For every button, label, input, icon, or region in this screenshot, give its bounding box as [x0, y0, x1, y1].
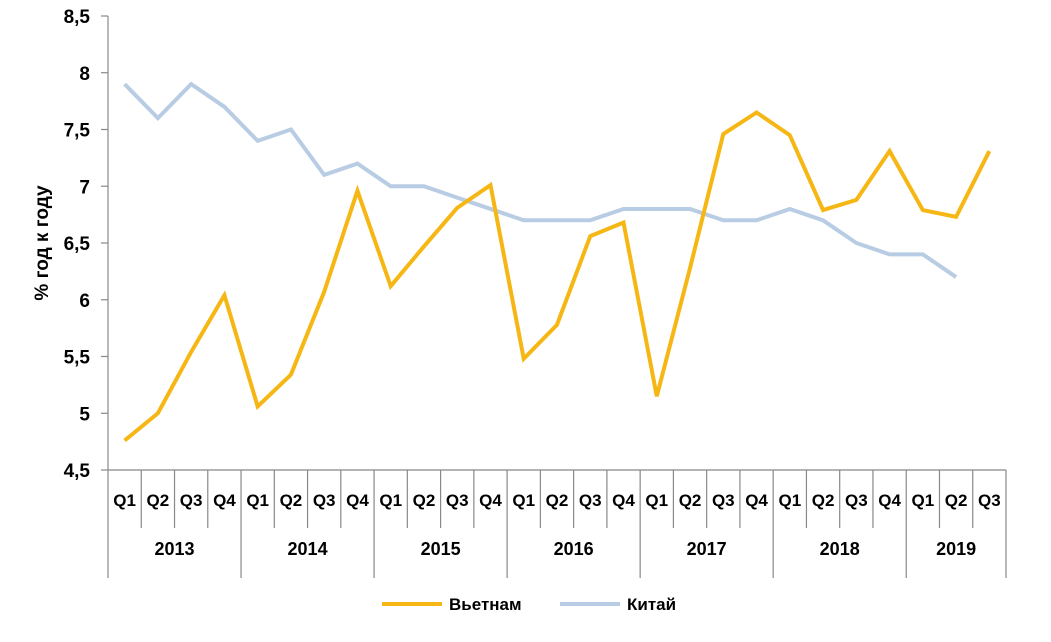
x-tick-label: Q3	[180, 491, 203, 510]
x-tick-label: Q1	[379, 491, 402, 510]
y-tick-label: 8	[79, 64, 90, 85]
x-tick-label: Q1	[512, 491, 535, 510]
x-tick-label: Q2	[945, 491, 968, 510]
x-tick-label: Q4	[346, 491, 369, 510]
x-group-label: 2016	[554, 539, 594, 559]
y-tick-label: 6,5	[64, 234, 91, 255]
x-tick-label: Q4	[213, 491, 236, 510]
x-group-label: 2019	[936, 539, 976, 559]
legend-label: Китай	[627, 595, 676, 614]
x-tick-label: Q4	[878, 491, 901, 510]
x-group-label: 2018	[820, 539, 860, 559]
x-tick-label: Q2	[280, 491, 303, 510]
x-group-label: 2015	[421, 539, 461, 559]
x-tick-label: Q4	[479, 491, 502, 510]
y-tick-label: 7,5	[64, 121, 91, 142]
x-tick-label: Q2	[812, 491, 835, 510]
y-axis-title: % год к году	[32, 185, 53, 301]
legend: Вьетнам Китай	[382, 595, 676, 614]
x-tick-label: Q3	[446, 491, 469, 510]
y-tick-label: 7	[79, 177, 90, 198]
x-tick-label: Q2	[147, 491, 170, 510]
x-tick-label: Q1	[113, 491, 136, 510]
x-axis: Q1 Q2 Q3 Q4 Q1 Q2 Q3 Q4 Q1 Q2 Q3 Q4 Q1 Q2 Q3 Q4 Q1 Q2 Q3 Q4…	[107, 469, 1007, 578]
x-tick-label: Q2	[679, 491, 702, 510]
legend-label: Вьетнам	[449, 595, 522, 614]
x-tick-label: Q4	[612, 491, 635, 510]
x-tick-label: Q3	[313, 491, 336, 510]
x-tick-label: Q1	[246, 491, 269, 510]
x-group-label: 2013	[154, 539, 194, 559]
y-tick-label: 4,5	[64, 461, 91, 482]
x-tick-label: Q1	[778, 491, 801, 510]
x-tick-label: Q3	[579, 491, 602, 510]
y-tick-label: 5	[79, 404, 90, 425]
y-tick-label: 8,5	[64, 7, 91, 28]
x-tick-label: Q2	[413, 491, 436, 510]
series-layer	[123, 81, 992, 443]
x-group-label: 2017	[687, 539, 727, 559]
y-tick-label: 6	[79, 291, 90, 312]
series-line-vietnam	[123, 110, 992, 443]
series-line-china	[123, 81, 958, 279]
y-tick-label: 5,5	[64, 348, 91, 369]
x-tick-label: Q3	[978, 491, 1001, 510]
x-tick-label: Q3	[712, 491, 735, 510]
x-tick-label: Q4	[745, 491, 768, 510]
x-tick-label: Q2	[546, 491, 569, 510]
x-tick-label: Q3	[845, 491, 868, 510]
y-axis: 4,5 5 5,5 6 6,5 7 7,5 8 8,5	[64, 7, 109, 482]
x-tick-label: Q1	[912, 491, 935, 510]
x-group-label: 2014	[288, 539, 328, 559]
x-tick-label: Q1	[645, 491, 668, 510]
